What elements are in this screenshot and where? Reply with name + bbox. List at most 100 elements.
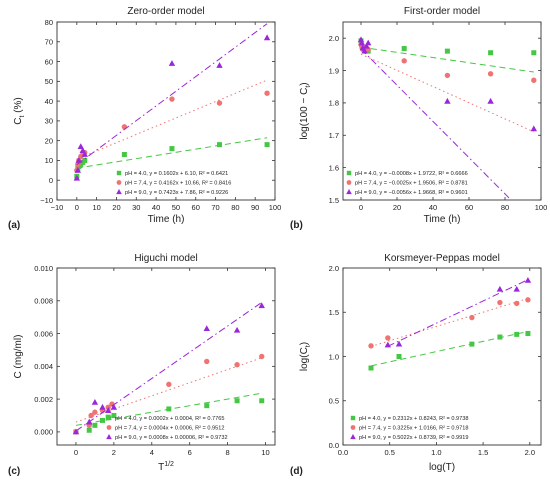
data-point-series-2 (514, 300, 520, 307)
fit-line-series-3 (76, 23, 268, 166)
legend-marker-series-2 (106, 425, 112, 430)
y-tick-label: 0.0 (329, 441, 339, 450)
data-point-series-2 (234, 361, 240, 368)
chart-title: Higuchi model (134, 253, 197, 264)
legend-entry-series-2: pH = 7.4, y = 0.3225x + 1.0166, R² = 0.9… (359, 426, 468, 432)
x-tick-label: 0.5 (384, 448, 394, 457)
x-tick-label: 4 (150, 448, 154, 457)
y-tick-label: 60 (45, 57, 53, 66)
x-axis-label: log(T) (429, 462, 455, 473)
data-point-series-2 (264, 90, 270, 96)
legend-marker-series-1 (116, 170, 122, 176)
data-point-series-3 (203, 325, 210, 332)
data-point-series-2 (487, 71, 494, 77)
panel-label: (c) (8, 466, 20, 477)
y-tick-label: 0.008 (34, 297, 53, 306)
plot-frame (56, 267, 276, 446)
x-tick-label: 10 (261, 448, 269, 457)
data-point-series-2 (169, 96, 175, 102)
plot-frame (56, 21, 276, 201)
y-tick-label: −10 (40, 196, 53, 205)
x-tick-label: 100 (269, 203, 282, 212)
x-tick-label: 80 (501, 203, 509, 212)
data-point-series-3 (384, 341, 392, 348)
y-tick-label: 0.004 (34, 362, 53, 371)
data-point-series-3 (104, 407, 112, 413)
y-tick-label: 1.0 (329, 352, 339, 361)
y-tick-label: 0 (49, 176, 53, 185)
data-point-series-2 (525, 297, 531, 303)
legend-marker-series-3 (350, 434, 356, 440)
fit-line-series-2 (76, 79, 268, 160)
chart-panel-4: 0.0 0.5 1.0 1.5 2.0 0.0 0.5 1.0 1.5 2.0 Korsmeyer-… (290, 253, 542, 477)
y-tick-label: 1.9 (329, 66, 339, 75)
data-point-series-2 (204, 358, 210, 365)
legend-entry-series-3: pH = 9.0, y = 0.7423x + 7.86, R² = 0.922… (125, 190, 228, 196)
plot-frame (342, 21, 542, 201)
data-point-series-1 (169, 146, 175, 152)
data-point-series-3 (258, 302, 265, 309)
legend-marker-series-3 (116, 189, 122, 195)
x-tick-label: 40 (429, 203, 437, 212)
data-point-series-2 (121, 124, 128, 130)
x-tick-label: 0 (359, 203, 363, 212)
x-tick-label: 60 (465, 203, 473, 212)
data-point-series-3 (86, 418, 93, 425)
data-point-series-2 (88, 412, 94, 419)
data-point-series-3 (513, 285, 520, 292)
legend-entry-series-1: pH = 4.0, y = 0.0002x + 0.0004, R² = 0.7… (115, 416, 224, 422)
data-point-series-3 (91, 398, 99, 405)
chart-panel-2: 0 20 40 60 80 100 1.5 1.6 1.7 1.8 1.9 2.0 First-orde… (290, 6, 547, 231)
legend-marker-series-1 (106, 415, 112, 421)
data-point-series-1 (525, 330, 531, 336)
x-tick-label: 80 (231, 203, 239, 212)
data-point-series-3 (357, 36, 365, 43)
x-axis-label: Time (h) (424, 214, 461, 225)
data-point-series-3 (361, 47, 368, 54)
data-point-series-3 (110, 403, 118, 410)
data-point-series-1 (531, 50, 537, 56)
data-point-series-3 (81, 151, 88, 157)
y-axis-label: C (mg/ml) (13, 335, 24, 379)
data-point-series-3 (444, 97, 451, 104)
y-tick-label: 30 (45, 117, 53, 126)
data-point-series-1 (259, 398, 265, 404)
data-point-series-1 (264, 142, 270, 148)
data-point-series-1 (204, 403, 210, 409)
legend-marker-series-3 (346, 189, 352, 195)
y-axis-label: log(Ct) (299, 342, 312, 371)
y-tick-label: 2.0 (329, 34, 339, 43)
legend-entry-series-2: pH = 7.4, y = 0.4162x + 10.66, R² = 0.84… (125, 181, 231, 187)
data-point-series-1 (92, 422, 98, 428)
legend-marker-series-2 (350, 425, 356, 430)
fit-line-series-3 (75, 302, 263, 432)
data-point-series-3 (77, 143, 84, 149)
legend-entry-series-3: pH = 9.0, y = 0.5022x + 0.8739, R² = 0.9… (359, 435, 468, 441)
fit-line-series-1 (370, 331, 529, 367)
x-tick-label: 60 (192, 203, 200, 212)
x-tick-label: 50 (172, 203, 180, 212)
data-point-series-3 (73, 174, 81, 181)
data-point-series-2 (444, 72, 451, 79)
legend-entry-series-1: pH = 4.0, y = −0.0008x + 1.9722, R² = 0.… (355, 171, 468, 177)
data-point-series-1 (401, 46, 407, 52)
x-tick-label: 20 (112, 203, 120, 212)
data-point-series-1 (166, 406, 172, 412)
x-tick-label: 70 (211, 203, 219, 212)
data-point-series-1 (396, 354, 402, 359)
x-tick-label: 20 (393, 203, 401, 212)
data-point-series-2 (401, 58, 407, 64)
x-tick-label: −10 (51, 203, 64, 212)
x-tick-label: 1.5 (478, 448, 488, 457)
y-tick-label: 10 (45, 156, 53, 165)
y-tick-label: 80 (45, 18, 53, 27)
chart-panel-1: −10 0 10 20 30 40 50 60 70 80 90 100 −10 0 10 20 30 40 50 6… (8, 6, 281, 231)
x-tick-label: 6 (188, 448, 192, 457)
x-tick-label: 0 (74, 448, 78, 457)
data-point-series-3 (99, 403, 106, 410)
y-tick-label: 0.010 (34, 264, 53, 273)
data-point-series-1 (82, 157, 88, 163)
x-tick-label: 0 (75, 203, 79, 212)
chart-title: Korsmeyer-Peppas model (384, 253, 500, 264)
